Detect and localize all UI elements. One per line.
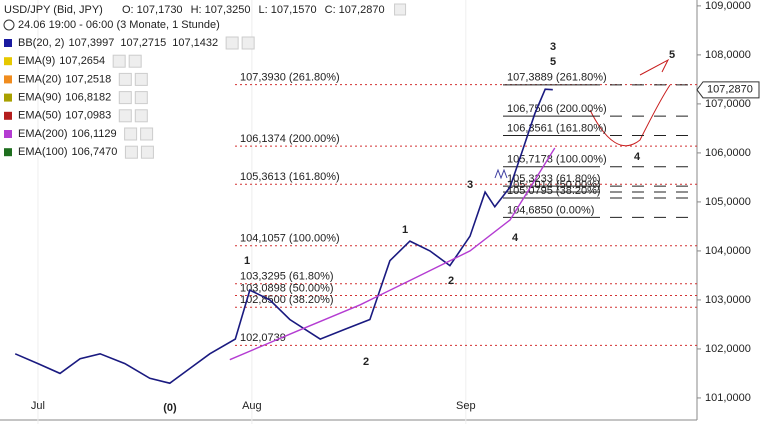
- indicator-name: EMA(9): [18, 55, 55, 67]
- indicator-value: 107,2654: [59, 55, 105, 67]
- fib-label: 105,0795 (38.20%): [507, 185, 601, 197]
- projection-arrow: [589, 58, 671, 147]
- wave-label: 2: [363, 356, 369, 368]
- indicator-swatch: [4, 57, 12, 66]
- ohlc-value: O: 107,1730: [122, 4, 183, 16]
- fib-label: 105,3233 (61.80%): [507, 173, 601, 185]
- indicator-swatch: [4, 75, 12, 84]
- wave-label: 4: [512, 232, 519, 244]
- indicator-settings[interactable]: [225, 36, 239, 50]
- indicator-value: 107,0983: [65, 110, 111, 122]
- indicator-swatch: [4, 130, 12, 138]
- indicator-settings[interactable]: [118, 72, 132, 86]
- indicator-close[interactable]: [140, 127, 154, 141]
- wave-label: 3: [467, 179, 473, 191]
- indicator-swatch: [4, 39, 12, 47]
- ohlc-value: L: 107,1570: [259, 4, 317, 16]
- clock-icon: [3, 19, 15, 31]
- indicator-close[interactable]: [134, 109, 148, 123]
- y-tick-label: 105,0000: [705, 196, 751, 208]
- indicator-name: EMA(20): [18, 73, 61, 85]
- y-tick-label: 104,0000: [705, 245, 751, 257]
- x-tick-label: Sep: [456, 400, 476, 412]
- y-tick-label: 107,0000: [705, 98, 751, 110]
- wave-label: 1: [402, 224, 408, 236]
- indicator-close[interactable]: [140, 145, 154, 159]
- fib-label: 107,3889 (261.80%): [507, 72, 607, 84]
- series-line: [229, 147, 556, 361]
- ohlc-value: C: 107,2870: [325, 4, 385, 16]
- indicator-value: 107,1432: [172, 37, 218, 49]
- wave-label: 2: [448, 275, 454, 287]
- indicator-settings[interactable]: [118, 91, 132, 105]
- indicator-settings[interactable]: [124, 145, 138, 159]
- ohlc-value: H: 107,3250: [191, 4, 251, 16]
- y-tick-label: 108,0000: [705, 49, 751, 61]
- fib-label: 107,3930 (261.80%): [240, 72, 340, 84]
- x-tick-label: Aug: [242, 400, 262, 412]
- price-tag-box: [696, 81, 760, 99]
- indicator-name: EMA(100): [18, 146, 68, 158]
- wave-label: 5: [550, 56, 556, 68]
- fib-label: 106,1374 (200.00%): [240, 133, 340, 145]
- indicator-value: 107,3997: [68, 37, 114, 49]
- indicator-value: 106,1129: [72, 128, 117, 140]
- indicator-swatch: [4, 148, 12, 157]
- wave-label: 4: [634, 151, 641, 163]
- indicator-close[interactable]: [134, 91, 148, 105]
- fib-label: 103,0898 (50.00%): [240, 282, 334, 294]
- x-tick-label: Jul: [31, 400, 45, 412]
- indicator-swatch: [4, 111, 12, 120]
- fib-label: 103,3295 (61.80%): [240, 271, 334, 283]
- fib-label: 104,6850 (0.00%): [507, 204, 594, 216]
- fib-label: 106,3561 (161.80%): [507, 122, 607, 134]
- indicator-name: BB(20, 2): [18, 37, 64, 49]
- wave-label: 3: [550, 41, 556, 53]
- indicator-close[interactable]: [241, 36, 255, 50]
- indicator-value: 106,7470: [72, 146, 118, 158]
- period: 24.06 19:00 - 06:00 (3 Monate, 1 Stunde): [18, 19, 220, 31]
- indicator-settings[interactable]: [124, 127, 138, 141]
- indicator-close[interactable]: [128, 54, 142, 68]
- wave-label: 1: [244, 255, 250, 267]
- fib-label: 102,8500 (38.20%): [240, 294, 334, 306]
- fib-label: 104,1057 (100.00%): [240, 233, 340, 245]
- indicator-value: 107,2518: [65, 73, 111, 85]
- instrument: USD/JPY (Bid, JPY): [4, 4, 103, 16]
- y-tick-label: 103,0000: [705, 294, 751, 306]
- wave-label: 5: [669, 49, 675, 61]
- fib-label: 105,7178 (100.00%): [507, 154, 607, 166]
- indicator-settings[interactable]: [112, 54, 126, 68]
- price-tag-label: 107,2870: [707, 84, 753, 96]
- indicator-name: EMA(90): [18, 92, 61, 104]
- wave-label: (0): [163, 402, 177, 414]
- series-line: [14, 88, 553, 385]
- indicator-value: 107,2715: [120, 37, 166, 49]
- indicator-close[interactable]: [134, 72, 148, 86]
- y-tick-label: 101,0000: [705, 392, 751, 404]
- indicator-settings[interactable]: [118, 109, 132, 123]
- indicator-value: 106,8182: [65, 92, 111, 104]
- y-tick-label: 109,0000: [705, 0, 751, 12]
- wave-mark: [494, 168, 508, 180]
- y-tick-label: 106,0000: [705, 147, 751, 159]
- header-button[interactable]: [394, 3, 407, 16]
- fib-label: 106,7506 (200.00%): [507, 103, 607, 115]
- fib-label: 105,3613 (161.80%): [240, 171, 340, 183]
- y-tick-label: 102,0000: [705, 343, 751, 355]
- indicator-swatch: [4, 93, 12, 102]
- indicator-name: EMA(50): [18, 110, 61, 122]
- indicator-name: EMA(200): [18, 128, 68, 140]
